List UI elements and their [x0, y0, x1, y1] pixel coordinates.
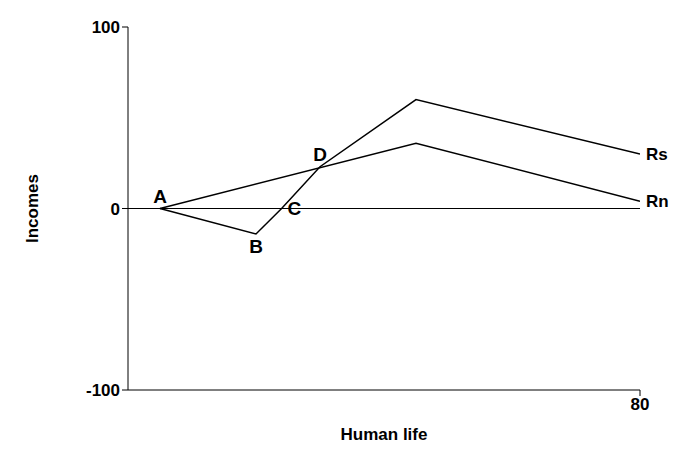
svg-text:B: B: [249, 236, 263, 257]
svg-text:0: 0: [111, 200, 120, 219]
svg-text:100: 100: [92, 18, 120, 37]
svg-text:D: D: [313, 144, 327, 165]
svg-text:Incomes: Incomes: [23, 174, 42, 243]
svg-text:Human life: Human life: [341, 425, 428, 444]
svg-text:C: C: [288, 198, 302, 219]
svg-text:80: 80: [631, 395, 650, 414]
svg-text:Rn: Rn: [646, 192, 669, 211]
svg-text:-100: -100: [86, 381, 120, 400]
svg-text:Rs: Rs: [646, 145, 668, 164]
svg-text:A: A: [153, 186, 167, 207]
